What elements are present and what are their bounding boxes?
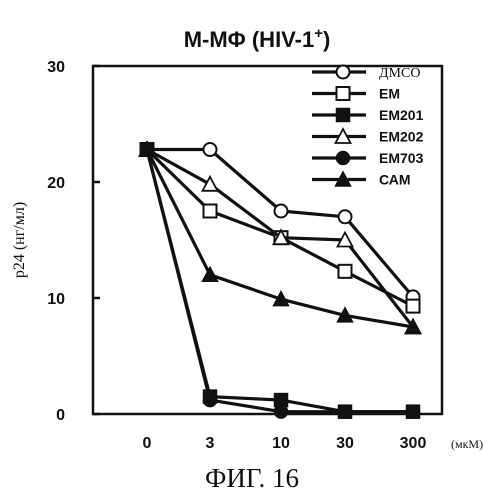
data-point-square-open [407,300,420,313]
legend-label: ДМСО [379,66,420,81]
x-axis: 0 3 10 30 300 [143,435,427,452]
data-point-triangle-open [203,177,218,191]
x-tick-label: 3 [206,435,215,452]
data-point-circle-open [339,210,352,223]
x-tick-label: 0 [143,435,152,452]
x-tick-label: 30 [336,435,354,452]
legend: ДМСО ЕМ ЕМ201 ЕМ202 ЕМ703 САМ [312,66,424,188]
chart-title-main: M-MΦ (HIV-1 [184,27,315,52]
x-tick-label: 300 [400,435,427,452]
data-point-circle-open [275,205,288,218]
data-point-circle-open [337,66,350,79]
y-tick-label: 10 [47,291,65,308]
legend-label: ЕМ201 [379,107,424,123]
legend-label: ЕМ [379,86,400,102]
x-tick-label: 10 [272,435,290,452]
figure-caption: ФИГ. 16 [205,463,299,493]
data-point-circle-filled [275,405,288,418]
chart-title-close: ) [323,27,330,52]
data-point-square-open [337,87,350,100]
legend-label: ЕМ202 [379,129,424,145]
data-point-square-open [204,205,217,218]
data-point-circle-open [204,143,217,156]
chart-title-superscript: + [314,25,323,42]
data-point-circle-filled [337,152,350,165]
legend-label: САМ [379,172,411,188]
data-point-square-filled [337,109,350,122]
chart-title: M-MΦ (HIV-1+) [184,25,331,52]
data-point-circle-filled [339,405,352,418]
data-point-circle-filled [204,394,217,407]
y-tick-label: 20 [47,175,65,192]
x-axis-unit-label: (мкМ) [451,437,483,451]
data-point-circle-filled [407,405,420,418]
legend-label: ЕМ703 [379,150,424,166]
data-point-triangle-filled [203,267,218,281]
data-point-square-open [339,265,352,278]
y-tick-label: 0 [56,407,65,424]
y-axis-label: p24 (нг/мл) [11,202,28,278]
y-tick-label: 30 [47,59,65,76]
